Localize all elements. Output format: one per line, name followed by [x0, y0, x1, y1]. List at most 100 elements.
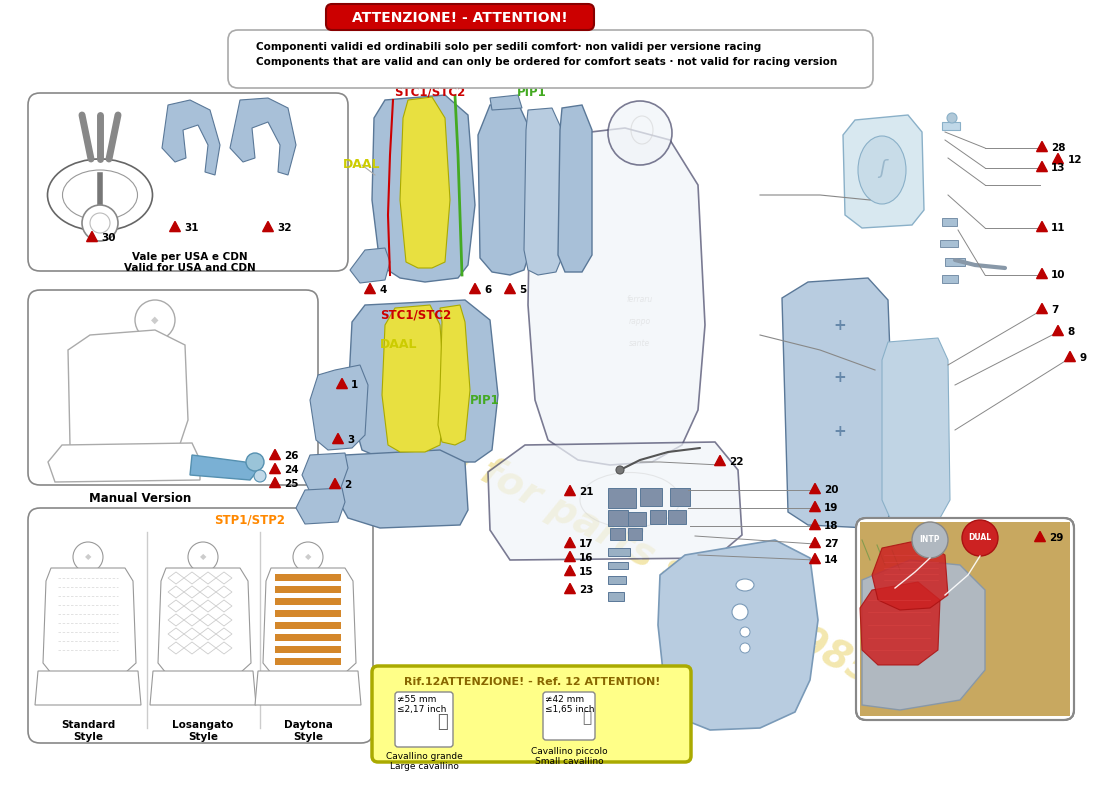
Polygon shape — [882, 338, 950, 518]
Text: +: + — [834, 370, 846, 386]
Circle shape — [740, 627, 750, 637]
Polygon shape — [658, 540, 818, 730]
Polygon shape — [162, 100, 220, 175]
Polygon shape — [488, 442, 743, 560]
Polygon shape — [810, 502, 821, 512]
Polygon shape — [270, 478, 280, 488]
Polygon shape — [1036, 142, 1047, 152]
Polygon shape — [255, 671, 361, 705]
Text: ◆: ◆ — [152, 315, 158, 325]
Polygon shape — [332, 434, 343, 443]
Polygon shape — [330, 478, 340, 489]
Text: Components that are valid and can only be ordered for comfort seats · not valid : Components that are valid and can only b… — [256, 57, 837, 67]
Text: 18: 18 — [824, 521, 838, 531]
FancyBboxPatch shape — [28, 508, 373, 743]
Ellipse shape — [63, 170, 138, 220]
Bar — [275, 658, 341, 665]
Polygon shape — [1036, 303, 1047, 314]
Polygon shape — [230, 98, 296, 175]
FancyBboxPatch shape — [228, 30, 873, 88]
Text: ◆: ◆ — [85, 553, 91, 562]
Polygon shape — [263, 568, 356, 673]
Polygon shape — [470, 283, 481, 294]
Polygon shape — [270, 463, 280, 474]
Text: 20: 20 — [824, 485, 838, 495]
Polygon shape — [810, 519, 821, 530]
FancyBboxPatch shape — [28, 290, 318, 485]
Ellipse shape — [858, 136, 906, 204]
Bar — [608, 510, 628, 526]
FancyBboxPatch shape — [543, 692, 595, 740]
Text: ≄42 mm
≤1,65 inch: ≄42 mm ≤1,65 inch — [544, 695, 594, 714]
Polygon shape — [296, 488, 345, 524]
Polygon shape — [337, 378, 348, 389]
Bar — [275, 622, 341, 629]
Polygon shape — [400, 97, 450, 268]
Polygon shape — [524, 108, 565, 275]
Polygon shape — [1053, 326, 1064, 336]
Polygon shape — [382, 305, 446, 452]
Polygon shape — [872, 540, 948, 610]
Polygon shape — [350, 248, 390, 283]
Polygon shape — [1036, 162, 1047, 172]
Text: Losangato
Style: Losangato Style — [173, 720, 233, 742]
Circle shape — [740, 643, 750, 653]
Bar — [275, 634, 341, 641]
Text: 31: 31 — [184, 223, 198, 233]
Text: Cavallino piccolo
Small cavallino: Cavallino piccolo Small cavallino — [530, 747, 607, 766]
Polygon shape — [1035, 531, 1045, 542]
Polygon shape — [564, 551, 575, 562]
Polygon shape — [1036, 268, 1047, 278]
Bar — [668, 510, 686, 524]
Bar — [608, 576, 626, 584]
Bar — [640, 488, 662, 506]
Polygon shape — [87, 231, 98, 242]
Bar — [945, 258, 965, 266]
Text: STP1/STP2: STP1/STP2 — [214, 514, 286, 526]
Text: 🐴: 🐴 — [438, 713, 449, 731]
Polygon shape — [843, 115, 924, 228]
Text: 14: 14 — [824, 555, 838, 565]
Ellipse shape — [47, 159, 153, 231]
Polygon shape — [564, 538, 575, 547]
Text: INTP: INTP — [920, 535, 940, 545]
FancyBboxPatch shape — [856, 518, 1074, 720]
FancyBboxPatch shape — [395, 692, 453, 747]
Bar — [608, 592, 624, 601]
Polygon shape — [263, 222, 274, 232]
Polygon shape — [782, 278, 895, 528]
Text: STC1/STC2: STC1/STC2 — [379, 309, 451, 322]
Text: 12: 12 — [1068, 155, 1082, 165]
Text: 11: 11 — [1050, 223, 1066, 233]
Text: Cavallino grande
Large cavallino: Cavallino grande Large cavallino — [386, 752, 462, 771]
Circle shape — [135, 300, 175, 340]
Polygon shape — [490, 95, 522, 110]
Text: 21: 21 — [579, 487, 594, 497]
Text: 23: 23 — [579, 585, 594, 595]
Bar — [275, 646, 341, 653]
Text: 26: 26 — [284, 451, 298, 461]
Polygon shape — [1036, 222, 1047, 232]
Text: PIP1: PIP1 — [470, 394, 499, 406]
Text: 3: 3 — [346, 435, 354, 445]
Text: 30: 30 — [101, 233, 116, 243]
Bar — [942, 218, 957, 226]
Polygon shape — [270, 450, 280, 459]
Text: 16: 16 — [579, 553, 594, 563]
Text: Daytona
Style: Daytona Style — [284, 720, 332, 742]
Circle shape — [947, 113, 957, 123]
Text: Rif.12ATTENZIONE! - Ref. 12 ATTENTION!: Rif.12ATTENZIONE! - Ref. 12 ATTENTION! — [404, 677, 660, 687]
Text: 7: 7 — [1050, 305, 1058, 315]
Bar — [670, 488, 690, 506]
Text: 🐴: 🐴 — [582, 710, 592, 726]
Circle shape — [616, 466, 624, 474]
Text: PIP1: PIP1 — [517, 86, 547, 98]
Polygon shape — [310, 365, 369, 450]
Polygon shape — [810, 554, 821, 563]
Circle shape — [73, 542, 103, 572]
Text: 10: 10 — [1050, 270, 1066, 280]
Text: a passion for parts since 1985: a passion for parts since 1985 — [279, 348, 881, 692]
Polygon shape — [169, 222, 180, 232]
Text: 5: 5 — [519, 285, 526, 295]
Polygon shape — [35, 671, 141, 705]
